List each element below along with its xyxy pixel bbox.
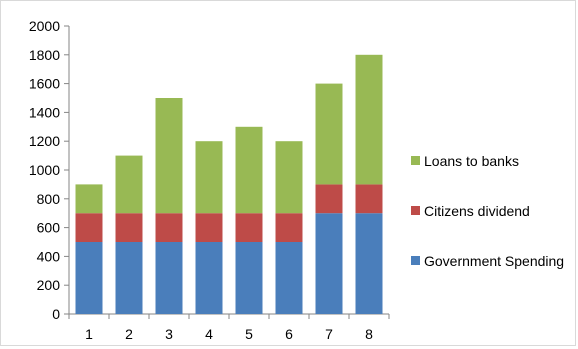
x-axis: 1 2 3 4 5 6 7 8 — [68, 313, 390, 342]
x-tick-label: 3 — [165, 326, 173, 342]
y-tick-label: 800 — [37, 191, 61, 207]
bar-segment-3 — [315, 83, 343, 185]
bar-segment-3 — [75, 184, 103, 214]
bar-segment-2 — [195, 213, 223, 242]
y-axis: 0 200 400 600 800 1000 1200 1400 1600 1800 2000 — [29, 18, 70, 322]
legend-label: Citizens dividend — [424, 203, 530, 219]
bar-segment-2 — [75, 213, 103, 242]
bar-segment-2 — [355, 184, 383, 214]
bar-segment-1 — [315, 213, 343, 314]
legend-swatch — [411, 206, 420, 215]
legend-label: Loans to banks — [424, 153, 519, 169]
bar-segment-1 — [235, 242, 263, 314]
y-tick-label: 200 — [37, 277, 61, 293]
bar-segment-1 — [195, 242, 223, 314]
y-tick-label: 0 — [52, 306, 60, 322]
y-tick-label: 1000 — [29, 162, 60, 178]
bar-segment-2 — [115, 213, 143, 242]
bar-segment-2 — [315, 184, 343, 214]
bars — [75, 54, 383, 314]
x-tick-label: 2 — [125, 326, 133, 342]
y-tick-label: 2000 — [29, 18, 60, 34]
bar-segment-1 — [75, 242, 103, 314]
bar-segment-3 — [115, 155, 143, 214]
x-tick-label: 5 — [245, 326, 253, 342]
bar-segment-2 — [155, 213, 183, 242]
x-tick-label: 7 — [325, 326, 333, 342]
y-tick-label: 1400 — [29, 104, 60, 120]
bar-segment-3 — [155, 98, 183, 214]
bar-segment-1 — [275, 242, 303, 314]
x-tick-label: 4 — [205, 326, 213, 342]
bar-segment-2 — [275, 213, 303, 242]
y-tick-label: 1200 — [29, 133, 60, 149]
bar-segment-1 — [115, 242, 143, 314]
x-tick-label: 6 — [285, 326, 293, 342]
y-tick-label: 1600 — [29, 76, 60, 92]
legend: Loans to banks Citizens dividend Governmen… — [411, 153, 564, 269]
y-tick-label: 600 — [37, 220, 61, 236]
bar-segment-3 — [195, 141, 223, 214]
y-tick-label: 1800 — [29, 47, 60, 63]
x-tick-label: 8 — [365, 326, 373, 342]
legend-swatch — [411, 256, 420, 265]
legend-swatch — [411, 156, 420, 165]
bar-segment-3 — [275, 141, 303, 214]
y-tick-label: 400 — [37, 248, 61, 264]
bar-segment-2 — [235, 213, 263, 242]
x-tick-label: 1 — [85, 326, 93, 342]
bar-segment-1 — [155, 242, 183, 314]
bar-segment-1 — [355, 213, 383, 314]
bar-segment-3 — [355, 54, 383, 185]
bar-segment-3 — [235, 126, 263, 214]
legend-label: Government Spending — [424, 253, 564, 269]
